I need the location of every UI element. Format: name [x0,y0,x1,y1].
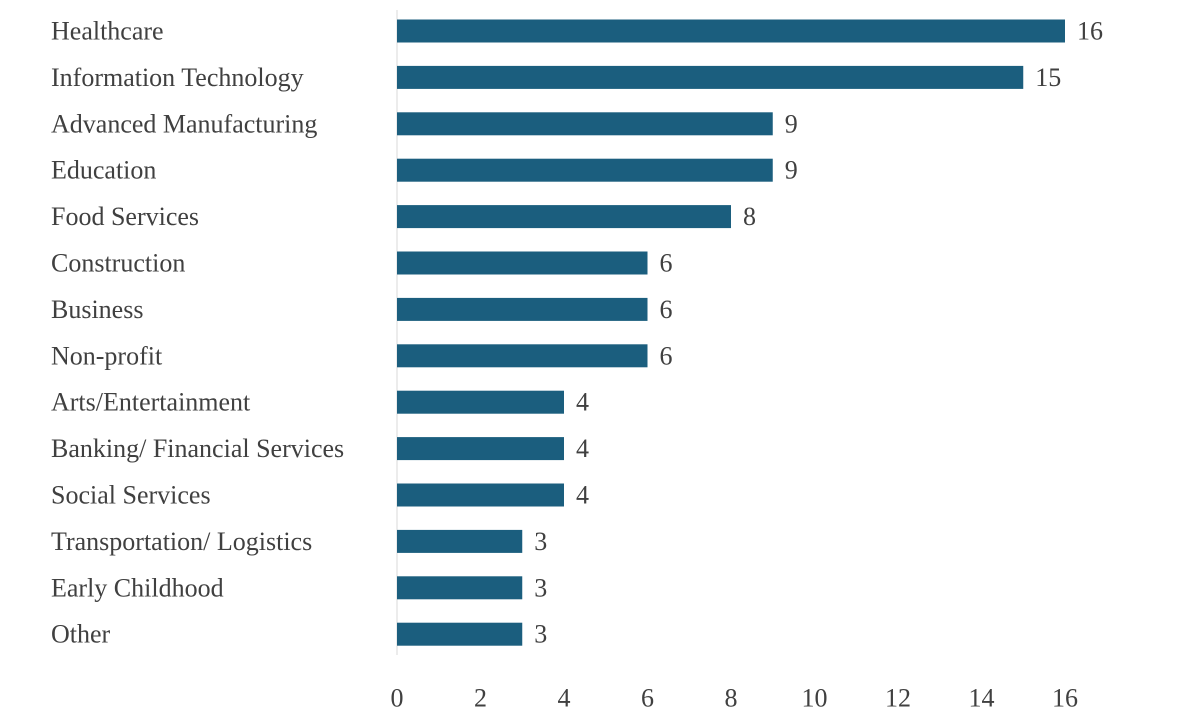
bar [397,390,564,414]
x-tick-label: 14 [969,684,995,713]
bars [397,19,1065,646]
x-tick-label: 6 [641,684,654,713]
x-tick-label: 16 [1052,684,1078,713]
value-label: 9 [785,109,798,138]
value-label: 9 [785,156,798,185]
bar [397,437,564,461]
category-label: Transportation/ Logistics [51,527,312,556]
x-tick-label: 12 [885,684,911,713]
x-axis-ticks: 0 2 4 6 8 10 12 14 16 [391,684,1079,713]
category-label: Arts/Entertainment [51,388,251,417]
value-label: 6 [660,341,673,370]
value-label: 3 [534,620,547,649]
bar [397,344,648,368]
bar [397,112,773,136]
value-label: 6 [660,295,673,324]
category-label: Construction [51,249,185,278]
category-label: Social Services [51,481,211,510]
category-label: Food Services [51,202,199,231]
x-tick-label: 2 [474,684,487,713]
category-label: Business [51,295,143,324]
category-label: Other [51,620,111,649]
bar [397,158,773,182]
category-label: Education [51,156,156,185]
category-label: Advanced Manufacturing [51,109,317,138]
value-label: 4 [576,388,589,417]
value-label: 3 [534,573,547,602]
value-label: 4 [576,481,589,510]
category-label: Banking/ Financial Services [51,434,344,463]
bar [397,65,1024,89]
bar [397,205,731,229]
bar [397,622,523,646]
bar [397,251,648,275]
category-label: Non-profit [51,341,163,370]
x-tick-label: 4 [558,684,571,713]
value-label: 6 [660,249,673,278]
bar [397,576,523,600]
x-tick-label: 10 [802,684,828,713]
category-label: Healthcare [51,17,164,46]
value-label: 8 [743,202,756,231]
category-labels: Healthcare Information Technology Advanced… [51,17,344,649]
bar [397,19,1065,43]
bar [397,297,648,321]
value-label: 4 [576,434,589,463]
category-label: Early Childhood [51,573,224,602]
x-tick-label: 0 [391,684,404,713]
category-label: Information Technology [51,63,304,92]
bar [397,483,564,507]
bar [397,529,523,553]
x-tick-label: 8 [725,684,738,713]
value-label: 15 [1035,63,1061,92]
value-label: 3 [534,527,547,556]
value-label: 16 [1077,17,1103,46]
